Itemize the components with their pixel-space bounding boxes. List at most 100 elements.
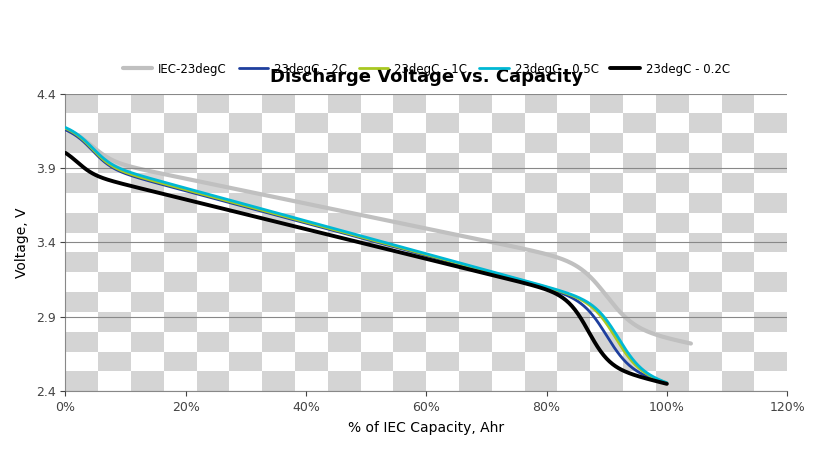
Bar — [328, 292, 360, 312]
Bar — [721, 213, 753, 233]
Bar — [753, 193, 786, 213]
Bar — [393, 113, 426, 133]
Bar — [688, 213, 721, 233]
Bar — [426, 133, 459, 153]
Bar — [688, 233, 721, 252]
Bar — [328, 193, 360, 213]
Bar — [98, 193, 131, 213]
Bar — [66, 213, 98, 233]
Bar — [753, 113, 786, 133]
23degC - 0.5C — [61, 125, 70, 130]
Bar — [590, 372, 622, 392]
Bar — [295, 233, 328, 252]
Bar — [721, 372, 753, 392]
Bar — [721, 332, 753, 351]
Bar — [426, 332, 459, 351]
Bar — [295, 292, 328, 312]
Bar — [360, 233, 393, 252]
23degC - 1C — [256, 207, 266, 213]
Bar — [753, 133, 786, 153]
Bar — [295, 272, 328, 292]
Bar — [622, 233, 655, 252]
Bar — [328, 351, 360, 372]
Bar — [491, 252, 524, 272]
Bar — [98, 94, 131, 113]
Bar — [295, 213, 328, 233]
IEC-23degC — [514, 245, 524, 251]
Bar — [131, 173, 164, 193]
Title: Discharge Voltage vs. Capacity: Discharge Voltage vs. Capacity — [269, 68, 582, 86]
Bar — [426, 233, 459, 252]
23degC - 1C — [661, 380, 671, 386]
Bar — [295, 173, 328, 193]
Bar — [229, 94, 262, 113]
Bar — [622, 351, 655, 372]
Bar — [426, 193, 459, 213]
IEC-23degC — [61, 127, 70, 132]
Bar — [622, 193, 655, 213]
Bar — [622, 332, 655, 351]
Bar — [393, 351, 426, 372]
Bar — [98, 153, 131, 173]
Bar — [655, 173, 688, 193]
23degC - 1C — [438, 256, 448, 262]
Bar — [393, 193, 426, 213]
Bar — [262, 233, 295, 252]
23degC - 2C — [61, 127, 70, 132]
Bar — [655, 292, 688, 312]
Bar — [459, 272, 491, 292]
Bar — [426, 113, 459, 133]
23degC - 0.5C — [298, 217, 308, 223]
Bar — [459, 113, 491, 133]
Bar — [295, 372, 328, 392]
Bar — [655, 351, 688, 372]
Bar — [590, 113, 622, 133]
Bar — [688, 372, 721, 392]
Bar — [557, 292, 590, 312]
Bar — [688, 113, 721, 133]
Bar — [197, 372, 229, 392]
23degC - 1C — [61, 126, 70, 131]
Line: IEC-23degC: IEC-23degC — [66, 130, 690, 343]
Bar — [164, 351, 197, 372]
Bar — [655, 272, 688, 292]
Bar — [98, 312, 131, 332]
Bar — [295, 332, 328, 351]
Bar — [721, 272, 753, 292]
Bar — [524, 133, 557, 153]
Bar — [328, 252, 360, 272]
Bar — [262, 372, 295, 392]
Bar — [98, 252, 131, 272]
Bar — [753, 233, 786, 252]
Bar — [557, 94, 590, 113]
Bar — [360, 351, 393, 372]
Bar — [459, 213, 491, 233]
Bar — [688, 332, 721, 351]
Bar — [360, 292, 393, 312]
Bar — [360, 312, 393, 332]
Bar — [622, 133, 655, 153]
Bar — [459, 252, 491, 272]
Bar — [295, 351, 328, 372]
Bar — [721, 153, 753, 173]
Bar — [197, 351, 229, 372]
Bar — [590, 213, 622, 233]
Bar — [721, 233, 753, 252]
Bar — [655, 113, 688, 133]
Bar — [491, 233, 524, 252]
Bar — [557, 332, 590, 351]
Bar — [360, 113, 393, 133]
Line: 23degC - 0.5C: 23degC - 0.5C — [66, 127, 666, 383]
23degC - 2C — [298, 220, 308, 225]
Bar — [524, 351, 557, 372]
Bar — [491, 94, 524, 113]
Bar — [262, 133, 295, 153]
Bar — [688, 153, 721, 173]
23degC - 2C — [133, 175, 143, 180]
Bar — [426, 153, 459, 173]
Bar — [229, 292, 262, 312]
Bar — [295, 193, 328, 213]
Bar — [393, 292, 426, 312]
Bar — [328, 173, 360, 193]
Bar — [622, 372, 655, 392]
